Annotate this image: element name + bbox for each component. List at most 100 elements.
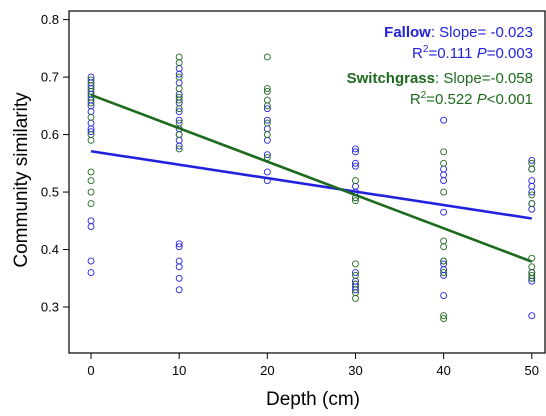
y-tick-label: 0.7 [41,70,59,85]
switchgrass-point [440,237,448,245]
switchgrass-point [528,271,536,279]
fallow-point [175,70,183,78]
switchgrass-point [263,96,271,104]
switchgrass-point [528,263,536,271]
switchgrass-r2-sup: 2 [421,90,427,101]
switchgrass-point [87,188,95,196]
fallow-point [263,168,271,176]
x-tick-label: 50 [525,363,539,378]
x-tick-label: 0 [87,363,94,378]
fallow-point [352,269,359,276]
switchgrass-point [175,105,183,113]
fallow-r2-prefix: R [412,45,423,62]
fallow-trend-line [90,149,532,220]
data-points [87,53,536,322]
x-tick-label: 10 [172,363,186,378]
fallow-point [528,177,536,185]
switchgrass-p-label: P [477,91,487,108]
switchgrass-point [175,59,183,67]
fallow-point [175,65,183,72]
switchgrass-point [175,145,183,153]
x-axis-title: Depth (cm) [266,389,360,410]
switchgrass-point [440,257,448,265]
x-tick-label: 20 [260,363,274,378]
switchgrass-p-text: <0.001 [487,91,533,108]
switchgrass-point [175,93,183,101]
fallow-point [352,145,359,153]
switchgrass-point [352,177,359,185]
fallow-point [528,188,536,196]
fallow-point [87,217,95,225]
switchgrass-point [87,136,95,144]
y-tick-label: 0.4 [41,242,59,257]
switchgrass-point [440,148,448,156]
switchgrass-point [175,73,183,81]
switchgrass-point [352,271,359,279]
switchgrass-point [440,243,448,251]
fallow-point [263,105,271,113]
fallow-point [87,269,95,276]
fallow-point [263,125,271,133]
fallow-point [352,159,359,167]
switchgrass-point [352,294,359,302]
fallow-point [263,136,271,144]
fallow-point [528,182,536,190]
fallow-point [263,116,271,124]
switchgrass-trend-line [90,93,533,263]
fallow-point [175,79,183,87]
switchgrass-point [440,315,448,322]
switchgrass-point [175,119,183,127]
switchgrass-point [528,191,536,199]
axis-ticks: 0 10 20 30 40 50 0.3 0.4 0.5 0.6 0.7 0.8 [41,12,539,378]
switchgrass-point [352,260,359,268]
fallow-point [175,116,183,124]
y-tick-label: 0.3 [41,300,59,315]
switchgrass-point [440,188,448,196]
fallow-point [440,171,448,179]
switchgrass-point [352,197,359,205]
fallow-point [87,108,95,116]
fallow-annotation-line1: Fallow: Slope= -0.023 [384,24,533,41]
x-tick-label: 40 [436,363,450,378]
switchgrass-point [87,177,95,185]
y-axis-title: Community similarity [11,92,32,268]
fallow-name-label: Fallow [384,24,431,41]
switchgrass-point [175,131,183,139]
fallow-slope-text: : Slope= -0.023 [431,24,533,41]
switchgrass-point [87,168,95,176]
switchgrass-point [263,119,271,127]
fallow-point [175,274,183,282]
switchgrass-r2-value: =0.522 [426,91,476,108]
fallow-point [175,108,183,116]
fallow-point [440,208,448,216]
fallow-point [87,257,95,265]
plot-frame [68,10,546,354]
fallow-point [528,312,536,320]
switchgrass-point [175,85,183,93]
fallow-point [440,271,448,279]
switchgrass-point [263,53,271,61]
switchgrass-annotation-line2: R2=0.522 P<0.001 [410,90,533,108]
x-tick-label: 30 [348,363,362,378]
fallow-point [175,263,183,271]
y-tick-label: 0.5 [41,185,59,200]
fallow-point [440,116,448,124]
switchgrass-point [263,131,271,139]
switchgrass-slope-text: : Slope=-0.058 [435,70,533,87]
switchgrass-annotation-line1: Switchgrass: Slope=-0.058 [347,70,533,87]
fallow-point [263,151,271,159]
fallow-point [87,128,95,136]
fallow-p-label: P [477,45,487,62]
switchgrass-point [440,312,448,320]
switchgrass-point [175,96,183,104]
fallow-point [175,240,183,248]
fallow-point [87,119,95,127]
switchgrass-r2-prefix: R [410,91,421,108]
switchgrass-point [87,99,95,107]
fallow-point [440,165,448,173]
y-tick-label: 0.6 [41,127,59,142]
switchgrass-point [528,274,536,282]
y-tick-label: 0.8 [41,12,59,27]
fallow-point [175,257,183,265]
